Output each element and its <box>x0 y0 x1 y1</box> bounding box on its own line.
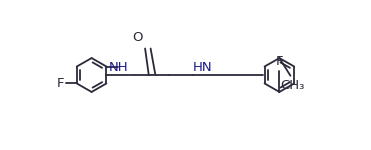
Text: O: O <box>132 31 143 44</box>
Text: F: F <box>57 77 65 90</box>
Text: HN: HN <box>192 61 212 74</box>
Text: CH₃: CH₃ <box>280 79 305 92</box>
Text: NH: NH <box>109 61 128 74</box>
Text: F: F <box>276 55 283 68</box>
